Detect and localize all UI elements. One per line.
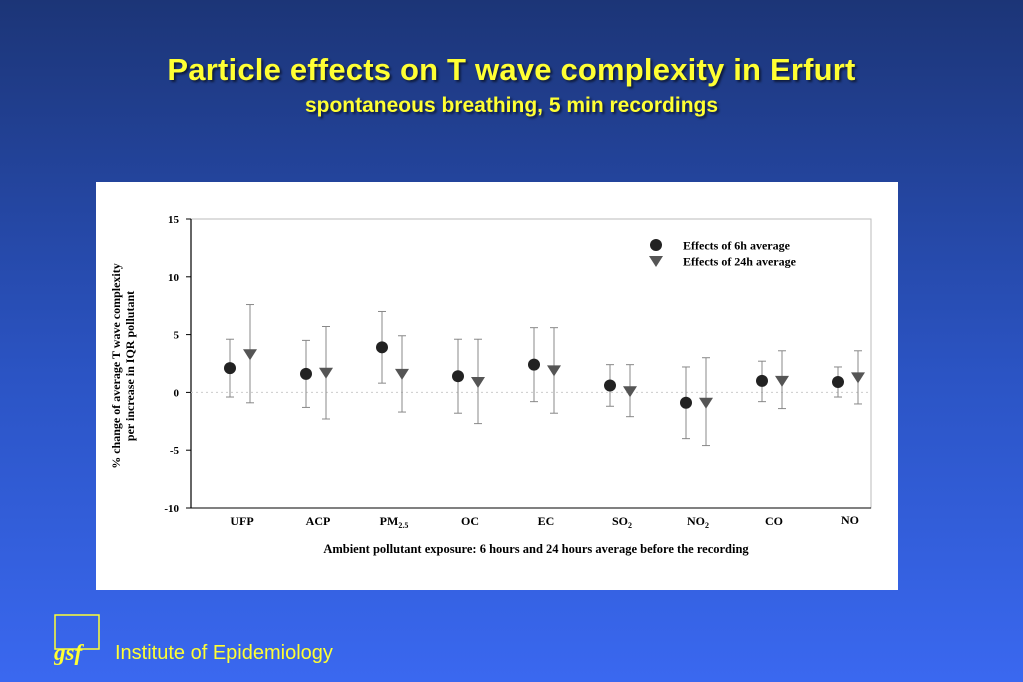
y-tick-label: 0 [174, 387, 180, 399]
data-point-6h [300, 367, 312, 380]
institute-name: Institute of Epidemiology [115, 642, 333, 664]
x-category-label: NO2 [687, 514, 709, 530]
legend-marker-6h [650, 239, 662, 251]
x-category-label: SO2 [612, 514, 632, 530]
data-point-24h [319, 367, 333, 379]
data-point-24h [547, 365, 561, 377]
data-point-24h [851, 372, 865, 384]
y-tick-label: -5 [170, 445, 180, 457]
data-point-24h [395, 368, 409, 380]
data-point-6h [604, 379, 616, 392]
gsf-logo: gsf [54, 614, 100, 665]
y-tick-label: 15 [168, 214, 180, 226]
y-axis-label-line2: per increase in IQR pollutant [123, 291, 137, 441]
x-category-label: PM2.5 [380, 514, 409, 530]
error-bar-chart: 15 10 5 0 -5 -10 UFP ACP PM2.5 OC EC SO2 NO2 CO NO % … [109, 214, 872, 556]
y-tick-label: 5 [174, 330, 180, 342]
legend-label-24h: Effects of 24h average [683, 255, 797, 269]
chart-panel: 15 10 5 0 -5 -10 UFP ACP PM2.5 OC EC SO2 NO2 CO NO % … [96, 182, 898, 590]
x-category-label: EC [538, 514, 555, 528]
data-point-24h [775, 375, 789, 387]
x-category-label: UFP [230, 514, 253, 528]
legend-label-6h: Effects of 6h average [683, 239, 791, 253]
x-category-label: ACP [306, 514, 331, 528]
y-axis-label-line1: % change of average T wave complexity [109, 263, 123, 469]
x-category-label: CO [765, 514, 783, 528]
data-point-6h [528, 358, 540, 371]
data-point-6h [224, 362, 236, 375]
svg-text:gsf: gsf [54, 640, 84, 665]
slide-title: Particle effects on T wave complexity in… [167, 52, 856, 87]
x-category-label: NO [841, 513, 859, 527]
slide-subtitle: spontaneous breathing, 5 min recordings [304, 94, 719, 117]
x-axis-label: Ambient pollutant exposure: 6 hours and … [323, 542, 749, 556]
data-point-6h [680, 396, 692, 409]
x-category-label: OC [461, 514, 479, 528]
y-tick-label: -10 [164, 503, 179, 515]
data-point-24h [471, 376, 485, 388]
data-point-24h [699, 397, 713, 409]
legend: Effects of 6h average Effects of 24h ave… [649, 239, 797, 269]
legend-marker-24h [649, 256, 663, 267]
data-point-6h [832, 375, 844, 388]
data-point-6h [756, 374, 768, 387]
data-point-6h [376, 341, 388, 354]
data-point-6h [452, 370, 464, 383]
data-point-24h [623, 386, 637, 398]
y-tick-label: 10 [168, 272, 180, 284]
data-point-24h [243, 349, 257, 361]
